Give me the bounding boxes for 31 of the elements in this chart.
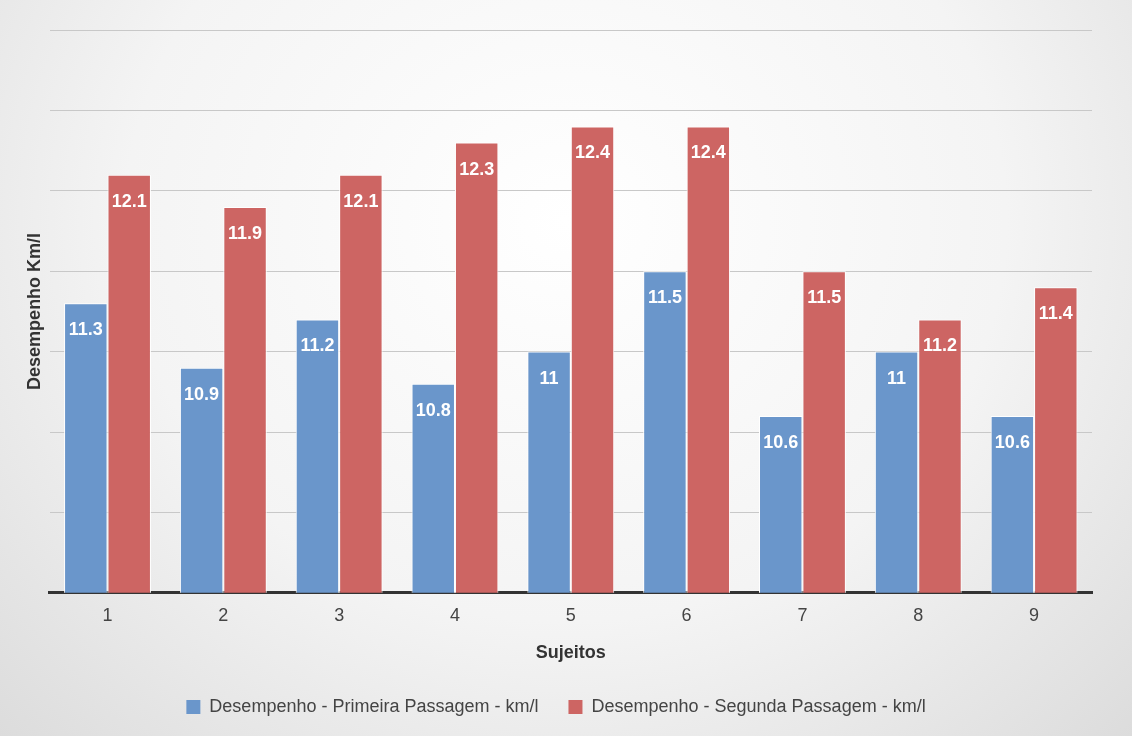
- x-tick-label: 8: [913, 604, 924, 625]
- data-label: 11: [887, 367, 907, 388]
- x-tick-label: 1: [102, 604, 113, 625]
- legend-label: Desempenho - Primeira Passagem - km/l: [209, 695, 539, 716]
- data-label: 11.9: [228, 222, 263, 243]
- x-tick-label: 2: [218, 604, 229, 625]
- data-label: 12.1: [343, 190, 379, 211]
- x-tick-label: 9: [1029, 604, 1040, 625]
- data-label: 10.9: [184, 383, 220, 404]
- data-label: 11.4: [1038, 303, 1073, 324]
- data-label: 11.5: [807, 287, 842, 308]
- x-tick-label: 3: [334, 604, 345, 625]
- x-axis-title: Sujeitos: [535, 642, 606, 663]
- x-tick-label: 7: [797, 604, 808, 625]
- data-label: 10.6: [994, 431, 1030, 452]
- x-tick-label: 4: [449, 604, 460, 625]
- x-tick-label: 6: [681, 604, 692, 625]
- y-axis-title: Desempenho Km/l: [23, 232, 44, 390]
- data-label: 12.1: [111, 190, 147, 211]
- data-label: 11: [539, 367, 559, 388]
- data-label: 11.2: [922, 335, 958, 356]
- data-label: 12.4: [574, 142, 611, 163]
- data-label: 12.3: [459, 158, 495, 179]
- data-label: 11.3: [68, 319, 103, 340]
- x-tick-label: 5: [565, 604, 576, 625]
- data-label: 10.6: [763, 431, 799, 452]
- legend-label: Desempenho - Segunda Passagem - km/l: [591, 695, 926, 716]
- data-label: 11.5: [647, 287, 682, 308]
- data-label: 10.8: [415, 399, 451, 420]
- data-label: 11.2: [300, 335, 335, 356]
- data-label: 12.4: [690, 142, 726, 163]
